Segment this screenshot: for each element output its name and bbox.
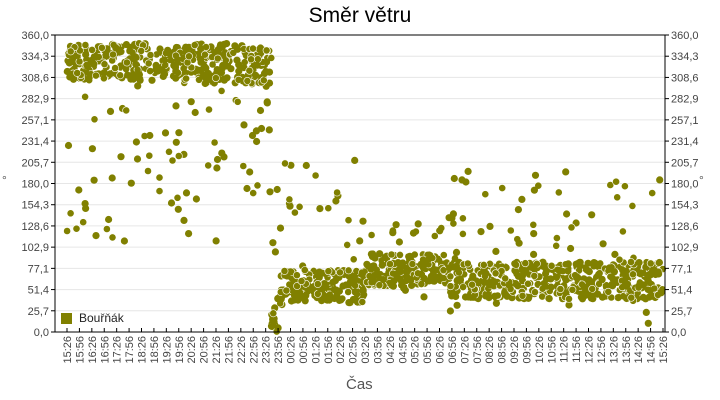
- svg-text:01:26: 01:26: [310, 336, 322, 364]
- svg-text:12:56: 12:56: [596, 336, 608, 364]
- legend-label: Bouřňák: [79, 311, 124, 325]
- svg-text:19:56: 19:56: [174, 336, 186, 364]
- svg-text:07:26: 07:26: [459, 336, 471, 364]
- svg-text:102,9: 102,9: [671, 242, 699, 254]
- svg-text:17:56: 17:56: [124, 336, 136, 364]
- svg-text:04:56: 04:56: [397, 336, 409, 364]
- svg-text:11:26: 11:26: [559, 336, 571, 363]
- svg-text:04:26: 04:26: [385, 336, 397, 364]
- svg-text:07:56: 07:56: [472, 336, 484, 364]
- axes: [51, 34, 669, 333]
- svg-text:08:56: 08:56: [497, 336, 509, 364]
- svg-text:11:56: 11:56: [571, 336, 583, 363]
- svg-text:18:26: 18:26: [137, 336, 149, 364]
- svg-text:02:56: 02:56: [348, 336, 360, 364]
- svg-text:13:56: 13:56: [621, 336, 633, 364]
- svg-text:51,4: 51,4: [28, 285, 49, 297]
- svg-text:00:56: 00:56: [298, 336, 310, 364]
- svg-text:231,4: 231,4: [671, 136, 699, 148]
- svg-text:10:56: 10:56: [546, 336, 558, 364]
- y-axis-title-right: °: [699, 173, 704, 187]
- svg-text:00:26: 00:26: [286, 336, 298, 364]
- svg-text:257,1: 257,1: [21, 115, 49, 127]
- y-axis-right-labels: 0,0 25,7 51,4 77,1 102,9 128,6 154,3 180,0 205,7…: [671, 30, 699, 339]
- svg-text:16:26: 16:26: [87, 336, 99, 364]
- svg-text:18:56: 18:56: [149, 336, 161, 364]
- svg-text:14:56: 14:56: [646, 336, 658, 364]
- svg-text:06:26: 06:26: [435, 336, 447, 364]
- chart-title: Směr větru: [308, 4, 412, 27]
- svg-text:25,7: 25,7: [28, 306, 49, 318]
- svg-text:22:26: 22:26: [236, 336, 248, 364]
- svg-text:21:26: 21:26: [211, 336, 223, 364]
- svg-text:23:26: 23:26: [261, 336, 273, 364]
- svg-text:128,6: 128,6: [21, 221, 49, 233]
- svg-text:20:56: 20:56: [199, 336, 211, 364]
- svg-text:231,4: 231,4: [21, 136, 49, 148]
- svg-text:154,3: 154,3: [21, 200, 49, 212]
- svg-text:180,0: 180,0: [671, 179, 699, 191]
- svg-text:15:26: 15:26: [62, 336, 74, 364]
- svg-text:282,9: 282,9: [21, 94, 49, 106]
- svg-text:360,0: 360,0: [21, 30, 49, 42]
- y-axis-left-labels: 0,0 25,7 51,4 77,1 102,9 128,6 154,3 180,0 205,7…: [21, 30, 49, 339]
- svg-text:08:26: 08:26: [484, 336, 496, 364]
- svg-text:0,0: 0,0: [34, 327, 49, 339]
- svg-text:09:26: 09:26: [509, 336, 521, 364]
- svg-text:01:56: 01:56: [323, 336, 335, 364]
- svg-text:15:26: 15:26: [658, 336, 670, 364]
- data-points: [63, 39, 667, 336]
- svg-text:128,6: 128,6: [671, 221, 699, 233]
- legend: Bouřňák: [61, 311, 124, 325]
- svg-text:05:26: 05:26: [410, 336, 422, 364]
- svg-text:10:26: 10:26: [534, 336, 546, 364]
- svg-text:21:56: 21:56: [223, 336, 235, 364]
- svg-text:77,1: 77,1: [671, 263, 692, 275]
- svg-text:06:56: 06:56: [447, 336, 459, 364]
- svg-text:360,0: 360,0: [671, 30, 699, 42]
- svg-text:308,6: 308,6: [21, 72, 49, 84]
- svg-text:154,3: 154,3: [671, 200, 699, 212]
- svg-text:0,0: 0,0: [671, 327, 686, 339]
- svg-text:51,4: 51,4: [671, 285, 692, 297]
- svg-text:19:26: 19:26: [161, 336, 173, 364]
- svg-text:205,7: 205,7: [21, 157, 49, 169]
- svg-text:03:56: 03:56: [372, 336, 384, 364]
- svg-text:13:26: 13:26: [608, 336, 620, 364]
- svg-text:17:26: 17:26: [112, 336, 124, 364]
- svg-text:05:56: 05:56: [422, 336, 434, 364]
- svg-text:77,1: 77,1: [28, 263, 49, 275]
- svg-text:257,1: 257,1: [671, 115, 699, 127]
- svg-text:03:26: 03:26: [360, 336, 372, 364]
- svg-text:23:56: 23:56: [273, 336, 285, 364]
- svg-text:308,6: 308,6: [671, 72, 699, 84]
- svg-text:25,7: 25,7: [671, 306, 692, 318]
- svg-text:15:56: 15:56: [74, 336, 86, 364]
- svg-text:12:26: 12:26: [584, 336, 596, 364]
- x-axis-title: Čas: [346, 376, 373, 393]
- svg-text:205,7: 205,7: [671, 157, 699, 169]
- x-axis-labels: 15:26 15:56 16:26 16:56 17:26 17:56 18:26 18:56…: [62, 336, 670, 364]
- y-axis-title-left: °: [2, 173, 7, 187]
- legend-swatch: [61, 312, 72, 324]
- svg-text:282,9: 282,9: [671, 94, 699, 106]
- svg-text:334,3: 334,3: [21, 51, 49, 63]
- svg-text:334,3: 334,3: [671, 51, 699, 63]
- svg-text:180,0: 180,0: [21, 179, 49, 191]
- svg-text:20:26: 20:26: [186, 336, 198, 364]
- svg-text:02:26: 02:26: [335, 336, 347, 364]
- svg-text:16:56: 16:56: [99, 336, 111, 364]
- svg-text:102,9: 102,9: [21, 242, 49, 254]
- svg-text:14:26: 14:26: [633, 336, 645, 364]
- svg-text:09:56: 09:56: [521, 336, 533, 364]
- svg-text:22:56: 22:56: [248, 336, 260, 364]
